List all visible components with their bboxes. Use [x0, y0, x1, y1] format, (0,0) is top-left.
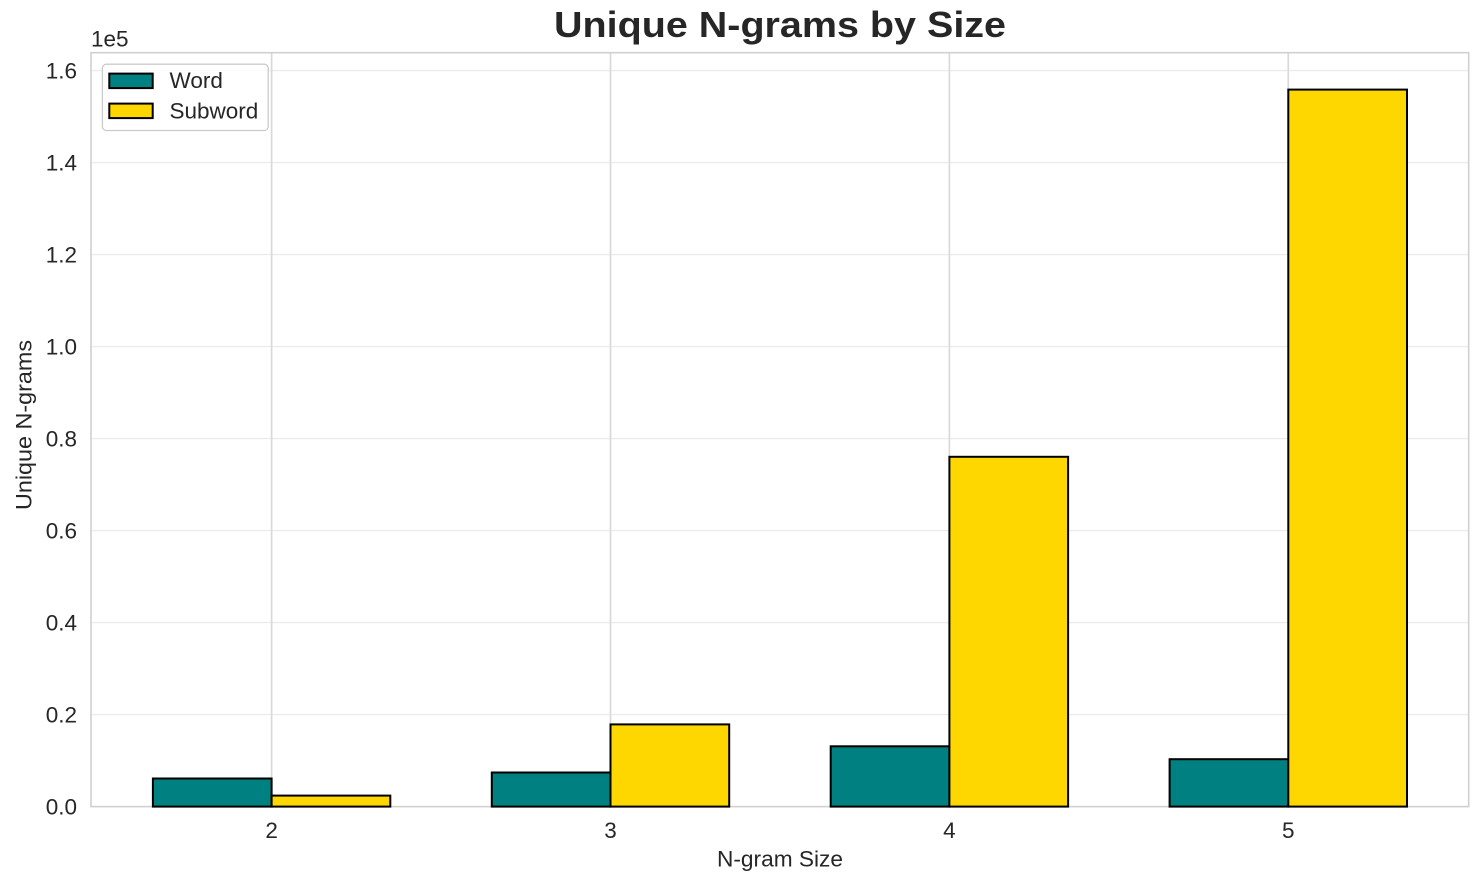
svg-text:Subword: Subword	[170, 98, 259, 123]
svg-text:5: 5	[1282, 818, 1295, 843]
svg-text:0.6: 0.6	[46, 519, 77, 544]
svg-text:0.2: 0.2	[46, 703, 77, 728]
svg-text:Unique N-grams: Unique N-grams	[12, 340, 37, 510]
svg-text:1.4: 1.4	[46, 151, 77, 176]
svg-text:0.8: 0.8	[46, 427, 77, 452]
svg-text:Unique N-grams by Size: Unique N-grams by Size	[554, 4, 1006, 45]
svg-text:3: 3	[604, 818, 617, 843]
svg-text:2: 2	[265, 818, 278, 843]
svg-text:1e5: 1e5	[91, 26, 129, 51]
svg-text:N-gram Size: N-gram Size	[717, 847, 843, 872]
svg-text:0.0: 0.0	[46, 795, 77, 820]
svg-text:4: 4	[943, 818, 956, 843]
svg-text:Word: Word	[170, 68, 223, 93]
svg-text:1.2: 1.2	[46, 243, 77, 268]
svg-text:1.0: 1.0	[46, 335, 77, 360]
svg-text:1.6: 1.6	[46, 59, 77, 84]
svg-text:0.4: 0.4	[46, 611, 77, 636]
